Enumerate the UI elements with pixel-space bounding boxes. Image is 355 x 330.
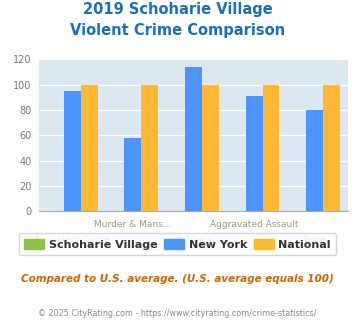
Text: Murder & Mans...: Murder & Mans... <box>94 220 171 229</box>
Bar <box>323 85 340 211</box>
Bar <box>64 91 81 211</box>
Text: All Violent Crime: All Violent Crime <box>34 236 110 245</box>
Text: Rape: Rape <box>303 236 326 245</box>
Bar <box>185 67 202 211</box>
Bar <box>262 85 279 211</box>
Bar <box>125 138 141 211</box>
Text: Aggravated Assault: Aggravated Assault <box>210 220 298 229</box>
Bar <box>246 96 262 211</box>
Bar <box>306 110 323 211</box>
Text: Compared to U.S. average. (U.S. average equals 100): Compared to U.S. average. (U.S. average … <box>21 274 334 284</box>
Text: Violent Crime Comparison: Violent Crime Comparison <box>70 23 285 38</box>
Text: 2019 Schoharie Village: 2019 Schoharie Village <box>83 2 272 16</box>
Bar <box>141 85 158 211</box>
Text: Robbery: Robbery <box>175 236 212 245</box>
Legend: Schoharie Village, New York, National: Schoharie Village, New York, National <box>19 233 336 255</box>
Bar <box>202 85 219 211</box>
Text: © 2025 CityRating.com - https://www.cityrating.com/crime-statistics/: © 2025 CityRating.com - https://www.city… <box>38 309 317 317</box>
Bar <box>81 85 98 211</box>
